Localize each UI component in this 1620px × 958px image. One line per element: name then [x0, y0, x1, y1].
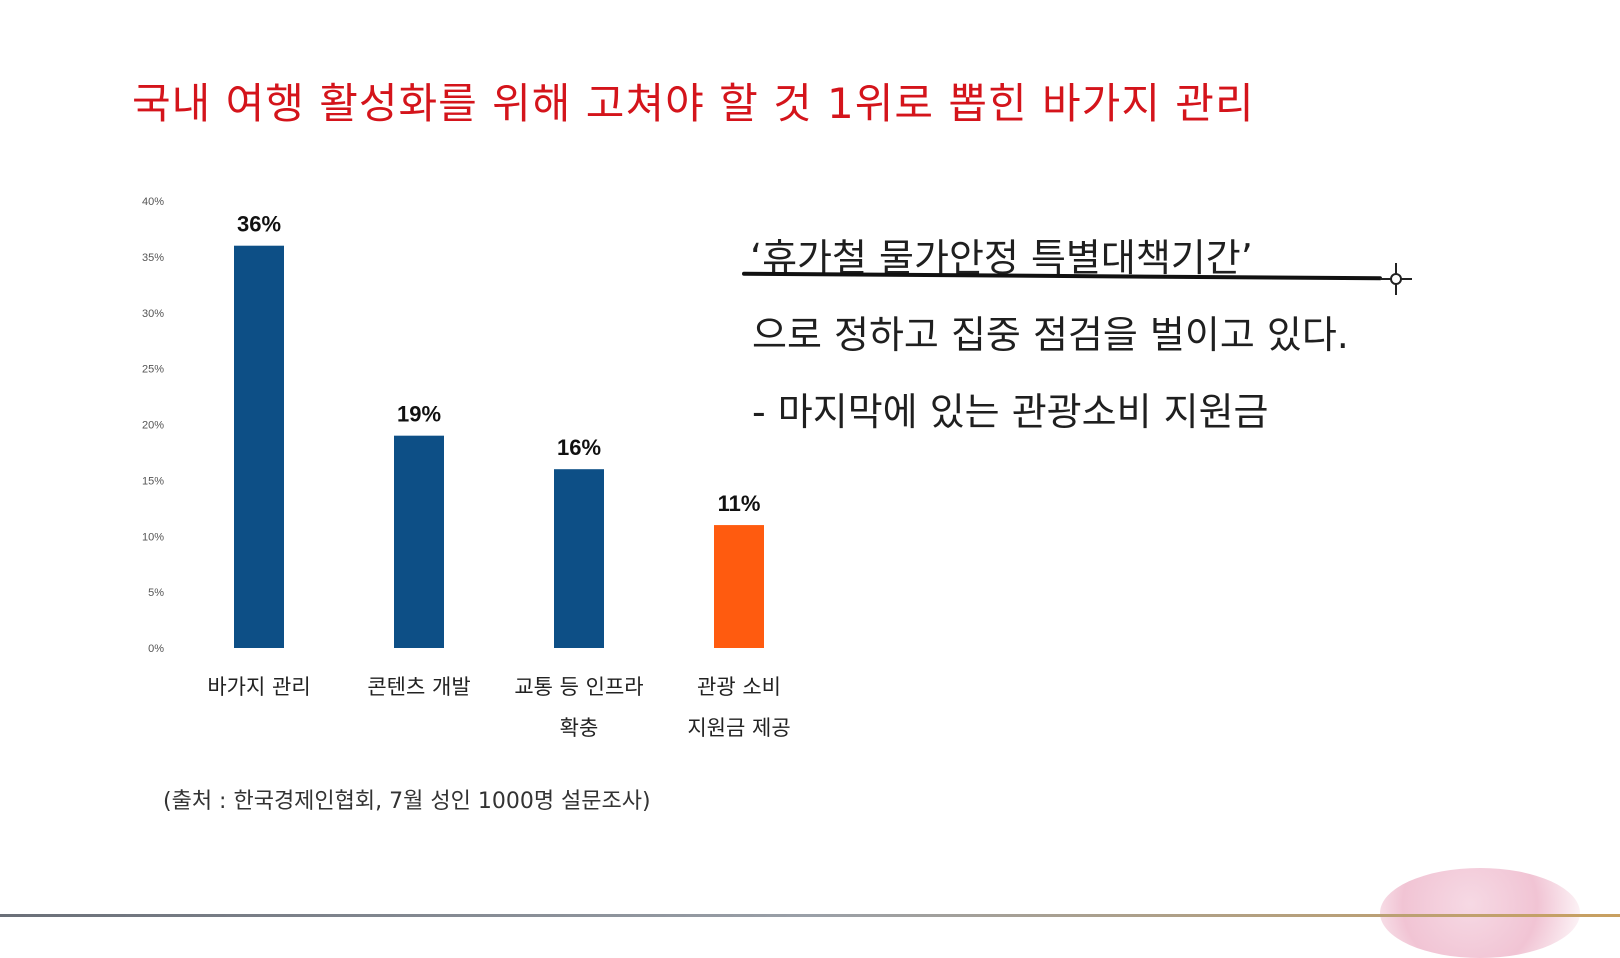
y-tick-label: 15% — [142, 475, 164, 487]
bottom-edge-strip — [0, 914, 1620, 917]
y-tick-label: 35% — [142, 252, 164, 264]
note-line-3: - 마지막에 있는 관광소비 지원금 — [752, 390, 1269, 434]
bar — [554, 469, 604, 648]
source-note: (출처 : 한국경제인협회, 7월 성인 1000명 설문조사) — [163, 789, 651, 814]
bar-chart: 0% 5% 10% 15% 20% 25% 30% 35% 40% 36% 19% 16% 11% 바… — [142, 196, 791, 740]
y-tick-label: 20% — [142, 420, 164, 432]
value-labels: 36% 19% 16% 11% — [237, 212, 760, 516]
slide-title: 국내 여행 활성화를 위해 고쳐야 할 것 1위로 뽑힌 바가지 관리 — [132, 79, 1255, 128]
data-label: 16% — [557, 435, 601, 460]
data-label: 36% — [237, 212, 281, 237]
note-line-2: 으로 정하고 집중 점검을 벌이고 있다. — [752, 313, 1349, 357]
y-tick-label: 5% — [148, 587, 164, 599]
x-tick-label: 관광 소비 — [697, 675, 781, 699]
y-axis: 0% 5% 10% 15% 20% 25% 30% 35% 40% — [142, 196, 164, 655]
y-tick-label: 10% — [142, 531, 164, 543]
bar — [234, 245, 284, 648]
x-tick-label: 바가지 관리 — [207, 675, 310, 699]
x-tick-label: 교통 등 인프라 — [514, 675, 643, 699]
x-tick-label: 지원금 제공 — [687, 716, 790, 740]
data-label: 19% — [397, 402, 441, 427]
x-tick-label: 확충 — [560, 716, 599, 740]
decorative-corner-shape — [1380, 868, 1580, 958]
x-tick-label: 콘텐츠 개발 — [367, 675, 470, 699]
y-tick-label: 40% — [142, 196, 164, 208]
y-tick-label: 25% — [142, 364, 164, 376]
crosshair-cursor-icon — [1380, 263, 1412, 295]
y-tick-label: 30% — [142, 308, 164, 320]
bars — [234, 245, 764, 648]
y-tick-label: 0% — [148, 643, 164, 655]
bar — [714, 525, 764, 648]
bar — [394, 435, 444, 648]
data-label: 11% — [718, 491, 761, 516]
